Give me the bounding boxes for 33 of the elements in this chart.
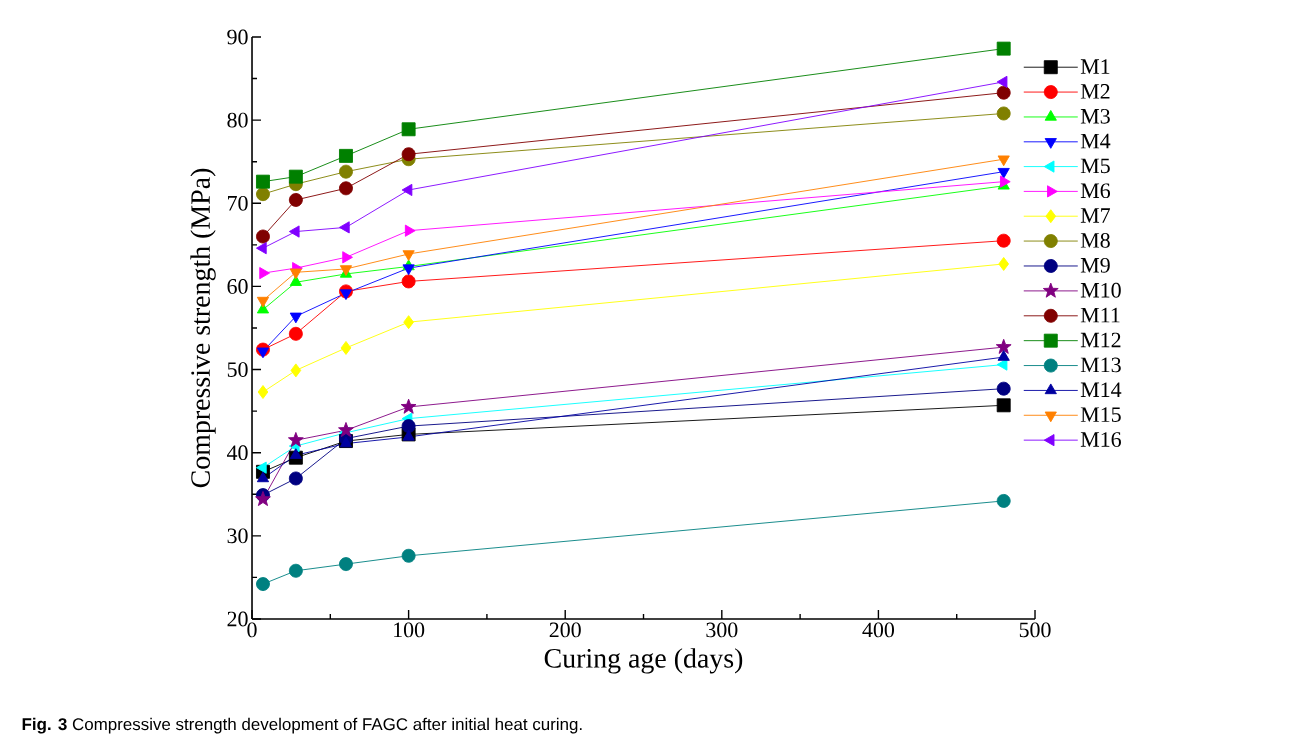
y-tick-label: 20 — [227, 611, 248, 627]
y-tick-label: 30 — [227, 528, 248, 544]
legend-label: M5 — [1080, 158, 1110, 174]
y-tick-label: 60 — [227, 279, 248, 294]
legend-label: M15 — [1080, 407, 1121, 422]
x-axis-title: Curing age (days) — [544, 648, 743, 674]
x-tick-label: 0 — [247, 622, 257, 638]
legend-label: M14 — [1080, 382, 1122, 397]
legend-label: M2 — [1080, 84, 1110, 99]
y-tick-label: 80 — [227, 112, 248, 128]
y-tick-label: 40 — [226, 445, 248, 461]
x-tick-label: 100 — [394, 622, 425, 638]
y-tick-label: 50 — [227, 362, 248, 377]
legend-label: M8 — [1080, 233, 1110, 248]
legend-label: M10 — [1080, 282, 1121, 298]
x-tick-label: 200 — [549, 622, 581, 638]
y-axis-title: Compressive strength (MPa) — [190, 168, 216, 488]
legend-label: M12 — [1080, 332, 1121, 348]
x-tick-label: 500 — [1019, 622, 1051, 638]
x-tick-label: 300 — [706, 622, 738, 638]
legend-label: M7 — [1080, 208, 1111, 223]
legend-label: M16 — [1080, 432, 1121, 447]
legend-label: M4 — [1080, 133, 1111, 149]
text: Fig. 3 Compressive strength development of FAGC after initial heat curing. — [22, 717, 582, 734]
y-tick-label: 70 — [228, 195, 248, 211]
legend-label: M6 — [1080, 183, 1111, 199]
legend-label: M3 — [1080, 108, 1110, 124]
legend-label: M13 — [1080, 357, 1121, 373]
legend-label: M9 — [1080, 257, 1110, 273]
legend-label: M1 — [1080, 59, 1110, 74]
x-tick-label: 400 — [862, 622, 895, 638]
legend-label: M11 — [1080, 307, 1120, 323]
y-tick-label: 90 — [227, 29, 248, 45]
